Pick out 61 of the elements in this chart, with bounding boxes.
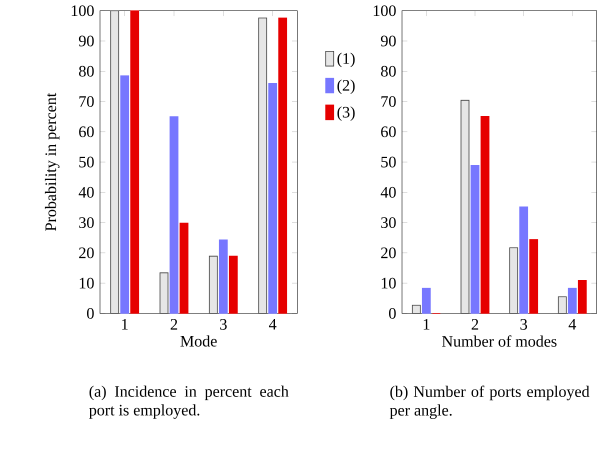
y-tick-label: 30 xyxy=(381,217,396,228)
bar xyxy=(228,256,238,314)
legend-label: (2) xyxy=(337,79,355,94)
y-tick-label: 10 xyxy=(80,278,94,288)
bar xyxy=(258,17,268,314)
x-tick-label: 2 xyxy=(170,318,178,330)
bar xyxy=(412,304,421,314)
y-tick-label: 50 xyxy=(381,156,396,168)
bar xyxy=(460,100,470,314)
bar xyxy=(509,247,518,314)
bar xyxy=(120,75,130,314)
bar xyxy=(130,10,140,314)
y-tick-label: 100 xyxy=(374,5,396,16)
bar xyxy=(278,17,288,314)
bar xyxy=(268,82,278,314)
bar xyxy=(170,116,178,314)
y-tick-label: 50 xyxy=(79,156,94,168)
x-axis-title: Number of modes xyxy=(442,335,557,347)
y-tick-label: 90 xyxy=(78,35,94,46)
bar xyxy=(160,272,168,314)
x-tick-label: 1 xyxy=(122,318,128,330)
bar xyxy=(519,206,528,314)
bar xyxy=(180,222,188,314)
y-tick-label: 100 xyxy=(72,5,94,16)
bar xyxy=(558,296,567,314)
y-tick-label: 60 xyxy=(381,126,396,137)
bar xyxy=(480,116,490,314)
y-tick-label: 20 xyxy=(79,247,94,258)
legend-label: (1) xyxy=(337,52,355,67)
bar xyxy=(208,256,218,314)
x-tick-label: 1 xyxy=(424,318,430,330)
y-tick-label: 40 xyxy=(380,186,396,198)
bar xyxy=(110,10,120,314)
y-tick-label: 20 xyxy=(381,247,396,258)
bar xyxy=(568,288,577,314)
y-tick-label: 70 xyxy=(79,96,94,107)
y-axis-title: Probability in percent xyxy=(44,92,60,231)
x-tick-label: 3 xyxy=(220,318,227,330)
x-axis-title: Mode xyxy=(180,335,217,346)
bar xyxy=(578,280,587,314)
y-tick-label: 70 xyxy=(381,96,396,107)
y-tick-label: 80 xyxy=(79,66,94,76)
text: (a) Incidence in percent each port is employed. xyxy=(89,385,289,419)
bar xyxy=(218,239,228,314)
bar xyxy=(529,238,538,314)
x-tick-label: 4 xyxy=(568,318,576,330)
y-tick-label: 40 xyxy=(78,186,94,198)
y-tick-label: 30 xyxy=(79,217,94,228)
y-tick-label: 60 xyxy=(79,126,94,137)
bar xyxy=(470,164,480,314)
y-tick-label: 10 xyxy=(382,278,396,288)
x-tick-label: 4 xyxy=(268,318,276,330)
legend-label: (3) xyxy=(337,106,355,121)
y-tick-label: 80 xyxy=(381,66,396,76)
x-tick-label: 3 xyxy=(520,318,528,330)
y-tick-label: 90 xyxy=(380,35,396,46)
text: (b) Number of ports employed per angle. xyxy=(390,385,590,419)
bar xyxy=(422,288,431,314)
y-tick-label: 0 xyxy=(389,308,396,319)
x-tick-label: 2 xyxy=(472,318,478,330)
y-tick-label: 0 xyxy=(87,308,94,319)
